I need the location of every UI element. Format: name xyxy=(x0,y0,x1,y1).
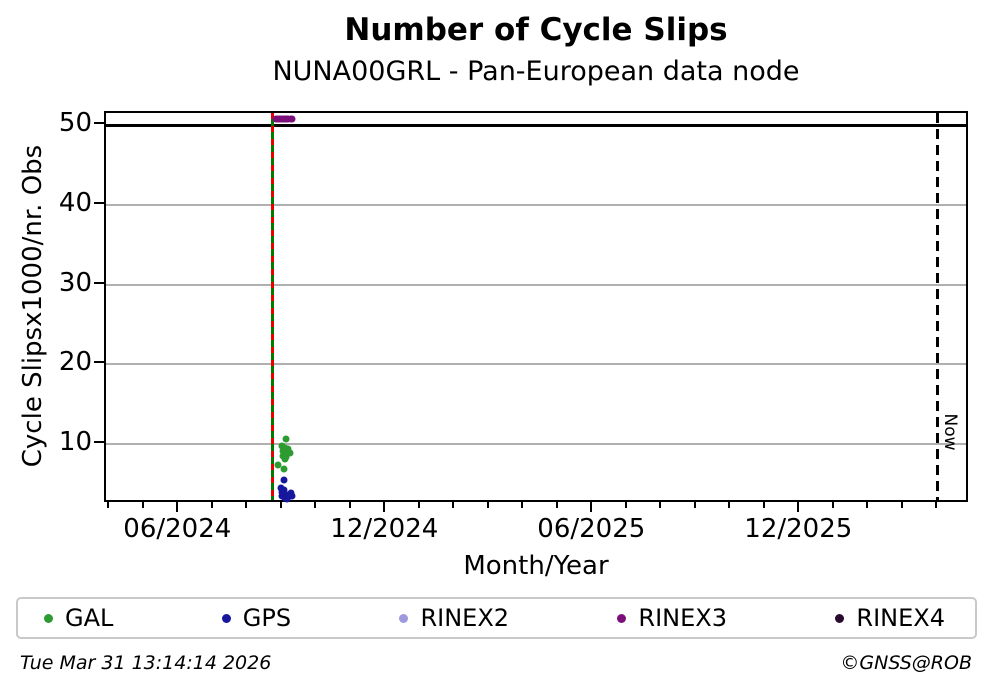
legend-item-rinex3: RINEX3 xyxy=(617,606,727,630)
legend-label-rinex4: RINEX4 xyxy=(856,604,945,632)
y-tick-20 xyxy=(94,361,104,364)
legend-label-gps: GPS xyxy=(242,604,292,632)
legend-dot-rinex2-icon xyxy=(399,613,409,623)
y-tick-40 xyxy=(94,201,104,204)
data-point-gps-9 xyxy=(288,492,296,500)
legend-dot-rinex3-icon xyxy=(617,613,627,623)
x-minor-tick-2026-04 xyxy=(935,502,938,508)
legend-label-rinex2: RINEX2 xyxy=(420,604,510,632)
legend-label-rinex3: RINEX3 xyxy=(638,604,728,632)
legend: GAL GPS RINEX2 RINEX3 RINEX4 xyxy=(16,597,977,639)
y-tick-label-30: 30 xyxy=(58,267,92,298)
data-point-gps-10 xyxy=(283,495,291,503)
data-point-gal-6 xyxy=(286,449,294,457)
legend-dot-rinex4-icon xyxy=(835,613,845,623)
data-point-gal-11 xyxy=(280,465,288,472)
legend-item-gps: GPS xyxy=(221,604,292,632)
x-tick-label-2025-12: 12/2025 xyxy=(744,514,853,544)
legend-item-rinex2: RINEX2 xyxy=(399,606,509,630)
x-minor-tick-2024-04 xyxy=(107,502,110,508)
x-major-tick-2025-12 xyxy=(797,502,800,512)
y-tick-50 xyxy=(94,122,104,125)
x-major-tick-2024-12 xyxy=(383,502,386,512)
event-line xyxy=(270,113,274,500)
x-minor-tick-2025-09 xyxy=(693,502,696,508)
x-minor-tick-2025-04 xyxy=(521,502,524,508)
x-minor-tick-2025-01 xyxy=(417,502,420,508)
y-tick-label-10: 10 xyxy=(58,426,92,457)
gridline-y-50 xyxy=(106,123,966,127)
y-tick-label-50: 50 xyxy=(58,108,92,139)
legend-item-rinex4: RINEX4 xyxy=(835,606,945,630)
x-minor-tick-2024-05 xyxy=(141,502,144,508)
now-line xyxy=(936,113,940,500)
x-minor-tick-2024-10 xyxy=(314,502,317,508)
plot-area: Now xyxy=(104,111,968,503)
x-minor-tick-2024-07 xyxy=(210,502,213,508)
x-major-tick-2024-06 xyxy=(176,502,179,512)
x-tick-label-2024-06: 06/2024 xyxy=(123,514,232,544)
x-axis-label: Month/Year xyxy=(463,551,609,581)
data-point-rinex3-12 xyxy=(288,115,296,123)
y-tick-label-40: 40 xyxy=(58,187,92,218)
chart-subtitle: NUNA00GRL - Pan-European data node xyxy=(272,56,800,87)
x-major-tick-2025-06 xyxy=(590,502,593,512)
data-point-gal-10 xyxy=(274,461,282,469)
x-minor-tick-2024-09 xyxy=(279,502,282,508)
footer-credit: ©GNSS@ROB xyxy=(840,652,972,674)
y-tick-30 xyxy=(94,281,104,284)
y-tick-10 xyxy=(94,440,104,443)
x-tick-label-2024-12: 12/2024 xyxy=(330,514,439,544)
legend-label-gal: GAL xyxy=(65,604,114,632)
x-minor-tick-2026-01 xyxy=(831,502,834,508)
y-tick-label-20: 20 xyxy=(58,347,92,378)
data-point-gal-9 xyxy=(281,455,289,463)
legend-dot-gal-icon xyxy=(44,613,53,623)
x-minor-tick-2025-02 xyxy=(452,502,455,508)
x-minor-tick-2026-03 xyxy=(900,502,903,508)
x-minor-tick-2025-03 xyxy=(486,502,489,508)
x-tick-label-2025-06: 06/2025 xyxy=(537,514,646,544)
data-point-gal-3 xyxy=(284,445,292,453)
x-minor-tick-2025-07 xyxy=(624,502,627,508)
x-minor-tick-2025-11 xyxy=(762,502,765,508)
gridline-y-40 xyxy=(106,203,966,206)
x-minor-tick-2024-08 xyxy=(245,502,248,508)
x-minor-tick-2026-02 xyxy=(866,502,869,508)
now-line-label: Now xyxy=(939,413,960,451)
chart-title: Number of Cycle Slips xyxy=(344,12,728,48)
gridline-y-10 xyxy=(106,442,966,445)
legend-item-gal: GAL xyxy=(44,606,113,630)
x-minor-tick-2025-10 xyxy=(728,502,731,508)
x-minor-tick-2025-05 xyxy=(555,502,558,508)
legend-dot-gps-icon xyxy=(221,613,231,623)
gridline-y-30 xyxy=(106,283,966,286)
x-minor-tick-2024-11 xyxy=(348,502,351,508)
data-point-gps-0 xyxy=(280,476,288,484)
gridline-y-20 xyxy=(106,363,966,366)
data-point-gal-0 xyxy=(282,435,290,443)
footer-timestamp: Tue Mar 31 13:14:14 2026 xyxy=(20,652,272,674)
x-minor-tick-2025-08 xyxy=(659,502,662,508)
